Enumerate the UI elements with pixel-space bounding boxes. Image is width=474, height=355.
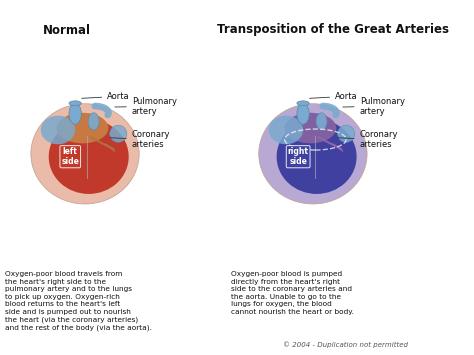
FancyBboxPatch shape (0, 1, 456, 47)
Ellipse shape (69, 101, 82, 106)
Text: Aorta: Aorta (82, 92, 130, 101)
FancyBboxPatch shape (0, 269, 456, 354)
Ellipse shape (69, 103, 82, 124)
Text: right
side: right side (288, 147, 309, 166)
Ellipse shape (259, 104, 367, 204)
Text: Pulmonary
artery: Pulmonary artery (343, 97, 405, 116)
Ellipse shape (269, 116, 303, 144)
Ellipse shape (297, 103, 309, 124)
Text: Oxygen-poor blood travels from
the heart's right side to the
pulmonary artery an: Oxygen-poor blood travels from the heart… (5, 271, 152, 331)
Text: left
side: left side (61, 147, 79, 166)
Ellipse shape (297, 101, 309, 106)
Ellipse shape (57, 113, 109, 143)
Ellipse shape (88, 113, 99, 130)
Text: Transposition of the Great Arteries: Transposition of the Great Arteries (218, 23, 449, 36)
Text: Pulmonary
artery: Pulmonary artery (115, 97, 177, 116)
Text: Coronary
arteries: Coronary arteries (338, 130, 398, 149)
Text: © 2004 - Duplication not permitted: © 2004 - Duplication not permitted (283, 341, 408, 348)
Text: Oxygen-poor blood is pumped
directly from the heart's right
side to the coronary: Oxygen-poor blood is pumped directly fro… (231, 271, 354, 315)
Ellipse shape (31, 104, 139, 204)
Text: Aorta: Aorta (310, 92, 358, 101)
Text: Normal: Normal (43, 24, 91, 37)
Ellipse shape (284, 113, 336, 143)
Text: Coronary
arteries: Coronary arteries (110, 130, 170, 149)
Ellipse shape (277, 120, 356, 194)
Ellipse shape (316, 113, 327, 130)
Ellipse shape (49, 120, 129, 194)
Ellipse shape (109, 125, 127, 142)
Ellipse shape (41, 116, 75, 144)
Ellipse shape (337, 125, 355, 142)
